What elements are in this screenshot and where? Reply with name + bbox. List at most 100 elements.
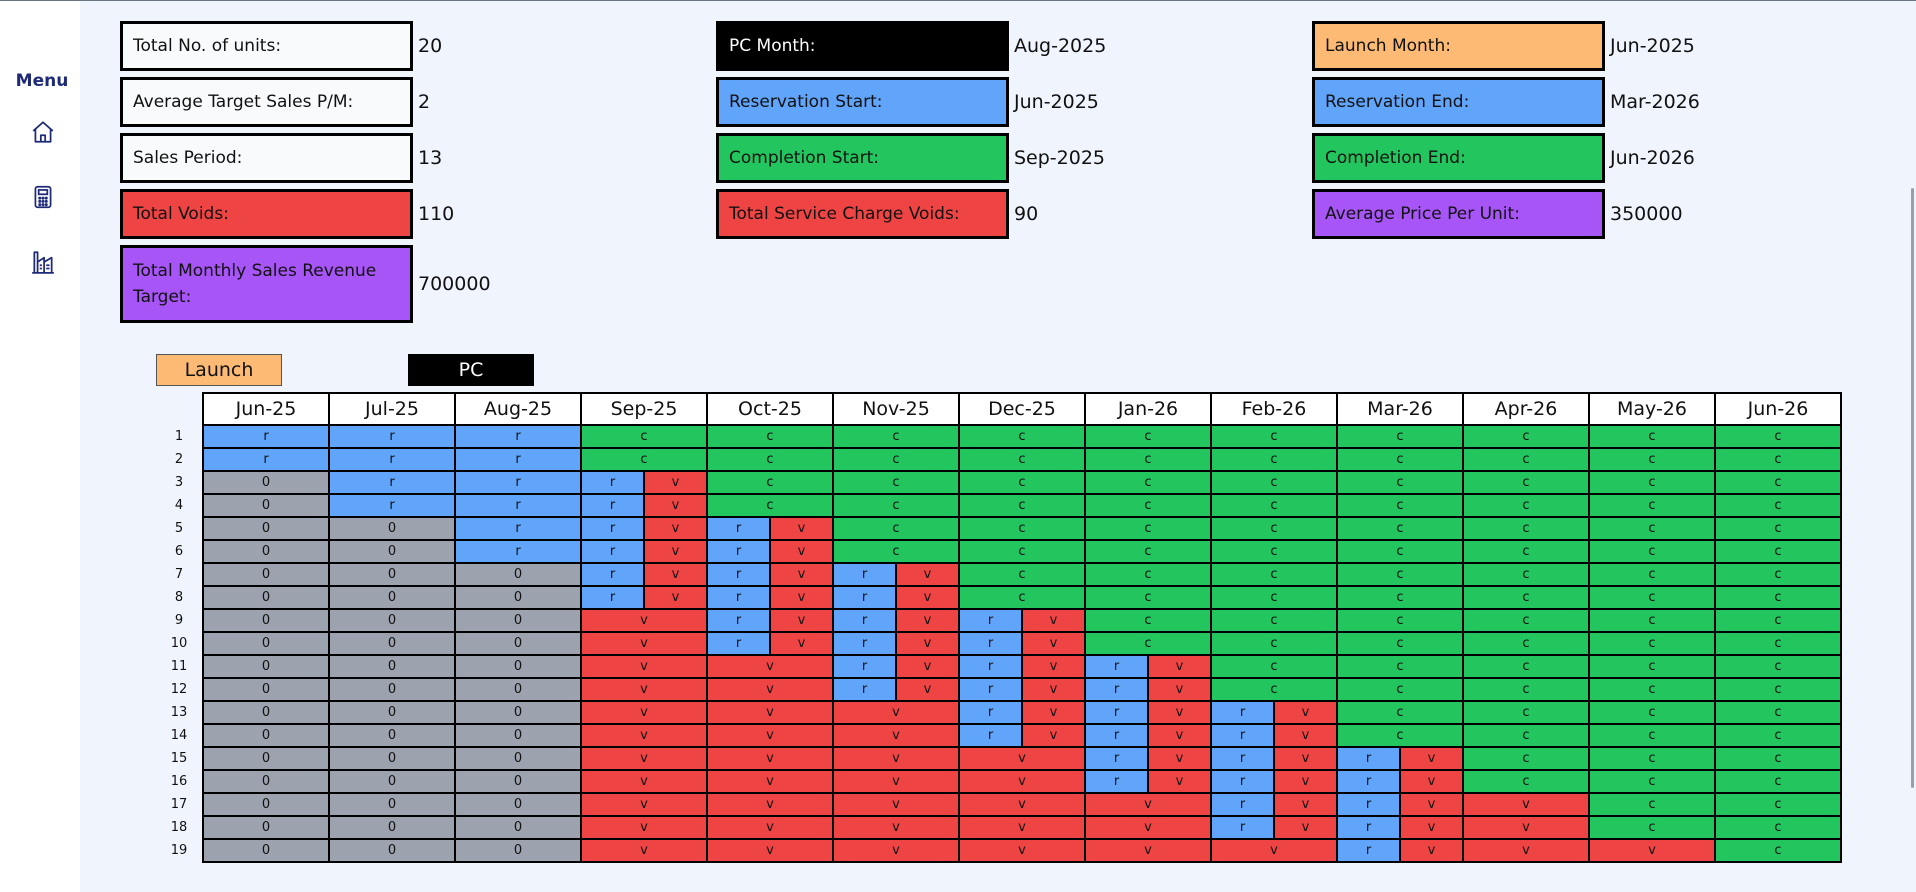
void-part: v <box>771 610 832 631</box>
month-header: Dec-25 <box>958 392 1086 426</box>
schedule-cell: c <box>1714 838 1842 863</box>
schedule-cell: c <box>1714 470 1842 495</box>
schedule-cell: c <box>1210 470 1338 495</box>
schedule-cell: c <box>706 424 834 449</box>
schedule-cell: 0 <box>202 677 330 702</box>
void-part: v <box>645 564 706 585</box>
schedule-cell: c <box>1084 539 1212 564</box>
schedule-cell: c <box>1336 562 1464 587</box>
buildings-icon[interactable] <box>30 249 56 275</box>
schedule-cell: v <box>958 838 1086 863</box>
void-part: v <box>1275 702 1336 723</box>
info-value: 13 <box>418 147 443 169</box>
unit-number: 7 <box>174 567 184 582</box>
reservation-part: r <box>1212 702 1275 723</box>
month-header: Jun-25 <box>202 392 330 426</box>
schedule-cell: v <box>580 769 708 794</box>
void-part: v <box>771 564 832 585</box>
calculator-icon[interactable] <box>30 184 56 210</box>
schedule-cell: 0 <box>202 562 330 587</box>
schedule-cell: c <box>1714 654 1842 679</box>
reservation-part: r <box>834 679 897 700</box>
void-part: v <box>645 587 706 608</box>
schedule-cell: c <box>1462 723 1590 748</box>
schedule-cell: c <box>1210 539 1338 564</box>
schedule-cell: c <box>1588 700 1716 725</box>
schedule-cell: c <box>832 516 960 541</box>
month-header: Apr-26 <box>1462 392 1590 426</box>
schedule-cell: v <box>832 700 960 725</box>
schedule-cell: v <box>832 723 960 748</box>
schedule-cell: r <box>454 447 582 472</box>
void-part: v <box>897 633 958 654</box>
schedule-cell: r <box>454 539 582 564</box>
schedule-cell: v <box>832 815 960 840</box>
void-part: v <box>771 541 832 562</box>
schedule-cell: 0 <box>202 585 330 610</box>
schedule-cell: c <box>1714 608 1842 633</box>
schedule-cell: c <box>1588 424 1716 449</box>
schedule-cell: c <box>1462 424 1590 449</box>
schedule-cell: 0 <box>328 677 456 702</box>
info-label: Total Service Charge Voids: <box>716 189 1009 239</box>
schedule-cell: c <box>1588 539 1716 564</box>
schedule-cell: c <box>1714 493 1842 518</box>
schedule-cell: 0 <box>202 838 330 863</box>
schedule-cell: c <box>958 493 1086 518</box>
schedule-cell: v <box>706 838 834 863</box>
schedule-cell: c <box>1462 447 1590 472</box>
reservation-part: r <box>1086 771 1149 792</box>
void-part: v <box>1149 771 1210 792</box>
table-row: 13 0 0 0 v v v r v r v r v c c c c <box>156 700 1842 725</box>
reservation-part: r <box>708 587 771 608</box>
schedule-cell: c <box>958 585 1086 610</box>
scrollbar[interactable] <box>1911 188 1914 788</box>
schedule-cell: c <box>1588 631 1716 656</box>
month-header: Aug-25 <box>454 392 582 426</box>
schedule-cell: v <box>580 631 708 656</box>
schedule-cell: 0 <box>202 700 330 725</box>
void-part: v <box>897 564 958 585</box>
schedule-cell: c <box>832 447 960 472</box>
schedule-cell: v <box>706 723 834 748</box>
schedule-cell: v <box>580 792 708 817</box>
table-row: 11 0 0 0 v v r v r v r v c c c c c <box>156 654 1842 679</box>
schedule-cell: c <box>958 562 1086 587</box>
month-header: May-26 <box>1588 392 1716 426</box>
schedule-cell: 0 <box>328 539 456 564</box>
void-part: v <box>645 472 706 493</box>
table-row: 18 0 0 0 v v v v v r v r v v c c <box>156 815 1842 840</box>
reservation-part: r <box>1086 702 1149 723</box>
schedule-cell: c <box>1084 447 1212 472</box>
schedule-cell: c <box>1336 493 1464 518</box>
unit-number: 16 <box>170 774 188 789</box>
reservation-part: r <box>1212 725 1275 746</box>
home-icon[interactable] <box>30 119 56 145</box>
schedule-cell: 0 <box>202 470 330 495</box>
month-header: Mar-26 <box>1336 392 1464 426</box>
schedule-cell: c <box>1210 447 1338 472</box>
schedule-cell: 0 <box>454 838 582 863</box>
